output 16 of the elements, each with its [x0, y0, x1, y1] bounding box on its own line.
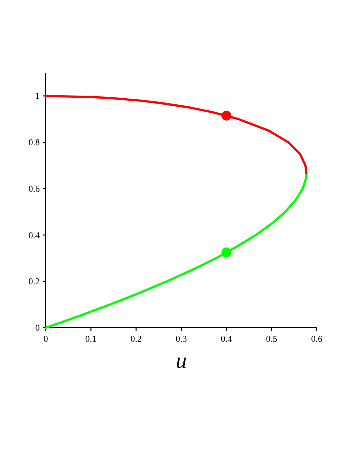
x-tick-label: 0.1: [86, 334, 97, 344]
y-tick-label: 1: [36, 91, 40, 102]
x-tick-label: 0.4: [221, 334, 233, 344]
x-tick-label: 0.6: [311, 334, 324, 344]
y-tick-label: 0.4: [28, 230, 40, 240]
y-tick-label: 0: [36, 323, 40, 333]
x-tick-label: 0: [44, 334, 49, 344]
y-tick-label: 0.6: [28, 184, 40, 194]
y-tick-label: 0.2: [28, 276, 40, 287]
x-tick-label: 0.5: [266, 334, 278, 344]
line-series: [44, 172, 308, 330]
y-tick-label: 0.8: [28, 138, 40, 148]
line-series: [44, 95, 308, 174]
x-tick-label: 0.2: [130, 334, 142, 344]
x-axis-title: u: [176, 348, 187, 373]
x-tick-label: 0.3: [176, 334, 188, 344]
